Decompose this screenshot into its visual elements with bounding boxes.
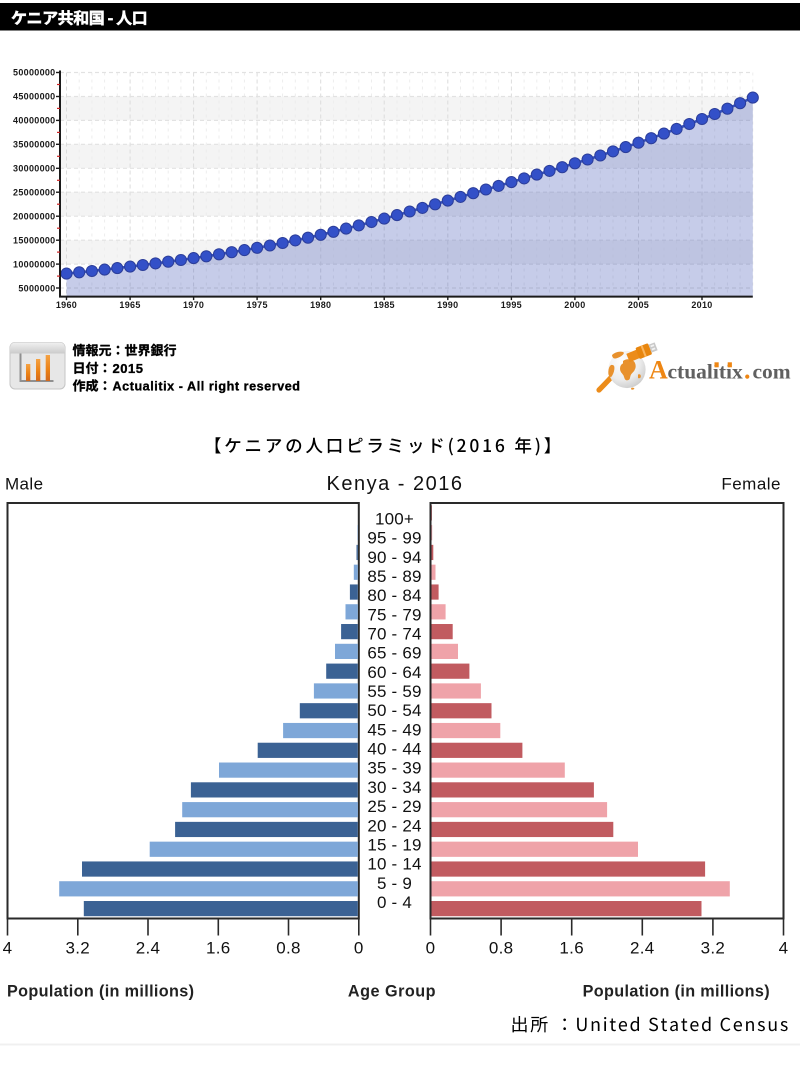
svg-text:5000000: 5000000: [18, 283, 55, 293]
svg-text:1970: 1970: [183, 300, 204, 310]
svg-text:50 - 54: 50 - 54: [367, 701, 421, 720]
svg-text:35000000: 35000000: [13, 140, 55, 150]
svg-text:1985: 1985: [374, 300, 395, 310]
svg-text:50000000: 50000000: [13, 68, 55, 78]
svg-text:0: 0: [426, 939, 436, 958]
svg-text:1.6: 1.6: [206, 939, 231, 958]
svg-text:com: com: [753, 360, 791, 384]
svg-text:0 - 4: 0 - 4: [377, 893, 412, 912]
svg-text:A: A: [649, 356, 668, 385]
svg-text:10 - 14: 10 - 14: [367, 855, 421, 874]
svg-text:4: 4: [3, 939, 13, 958]
svg-text:20 - 24: 20 - 24: [367, 816, 421, 835]
svg-text:25000000: 25000000: [13, 187, 55, 197]
svg-text:2005: 2005: [628, 300, 649, 310]
svg-text:3.2: 3.2: [701, 939, 726, 958]
svg-text:5 - 9: 5 - 9: [377, 874, 412, 893]
svg-text:2015: 2015: [113, 361, 144, 376]
svg-text:45000000: 45000000: [13, 92, 55, 102]
svg-text:85 - 89: 85 - 89: [367, 567, 421, 586]
svg-text:95 - 99: 95 - 99: [367, 529, 421, 548]
svg-text:0.8: 0.8: [276, 939, 301, 958]
svg-text:65 - 69: 65 - 69: [367, 644, 421, 663]
svg-text:1980: 1980: [310, 300, 331, 310]
svg-text:Population (in millions): Population (in millions): [583, 983, 770, 1001]
svg-text:0.8: 0.8: [489, 939, 514, 958]
svg-text:1.6: 1.6: [559, 939, 584, 958]
svg-text:40000000: 40000000: [13, 116, 55, 126]
svg-text:Male: Male: [5, 475, 43, 494]
svg-text:1990: 1990: [437, 300, 458, 310]
svg-text:45 - 49: 45 - 49: [367, 720, 421, 739]
svg-text:Female: Female: [721, 475, 781, 494]
svg-text:1995: 1995: [501, 300, 522, 310]
svg-text:2.4: 2.4: [630, 939, 655, 958]
svg-text:1975: 1975: [247, 300, 268, 310]
svg-text:.: .: [744, 356, 751, 385]
svg-text:2000: 2000: [564, 300, 585, 310]
svg-text:1965: 1965: [119, 300, 140, 310]
svg-text:55 - 59: 55 - 59: [367, 682, 421, 701]
svg-text:10000000: 10000000: [13, 259, 55, 269]
svg-text:40 - 44: 40 - 44: [367, 740, 421, 759]
svg-text:Population (in millions): Population (in millions): [7, 983, 194, 1001]
svg-text:0: 0: [354, 939, 364, 958]
svg-text:4: 4: [779, 939, 789, 958]
svg-text:80 - 84: 80 - 84: [367, 586, 421, 605]
svg-text:75 - 79: 75 - 79: [367, 605, 421, 624]
svg-text:35 - 39: 35 - 39: [367, 759, 421, 778]
svg-text:Age Group: Age Group: [348, 983, 436, 1001]
svg-text:3.2: 3.2: [65, 939, 90, 958]
svg-text:25 - 29: 25 - 29: [367, 797, 421, 816]
svg-text:60 - 64: 60 - 64: [367, 663, 421, 682]
svg-text:1960: 1960: [56, 300, 77, 310]
svg-text:100+: 100+: [375, 509, 414, 528]
svg-text:2010: 2010: [691, 300, 712, 310]
svg-text:15 - 19: 15 - 19: [367, 835, 421, 854]
svg-text:30000000: 30000000: [13, 164, 55, 174]
svg-text:15000000: 15000000: [13, 235, 55, 245]
svg-text:90 - 94: 90 - 94: [367, 548, 421, 567]
svg-text:2.4: 2.4: [136, 939, 161, 958]
svg-text:30 - 34: 30 - 34: [367, 778, 421, 797]
svg-text:70 - 74: 70 - 74: [367, 624, 421, 643]
svg-text:Actualitix - All right reserve: Actualitix - All right reserved: [113, 379, 301, 393]
svg-text:20000000: 20000000: [13, 211, 55, 221]
svg-text:Kenya - 2016: Kenya - 2016: [327, 473, 464, 495]
